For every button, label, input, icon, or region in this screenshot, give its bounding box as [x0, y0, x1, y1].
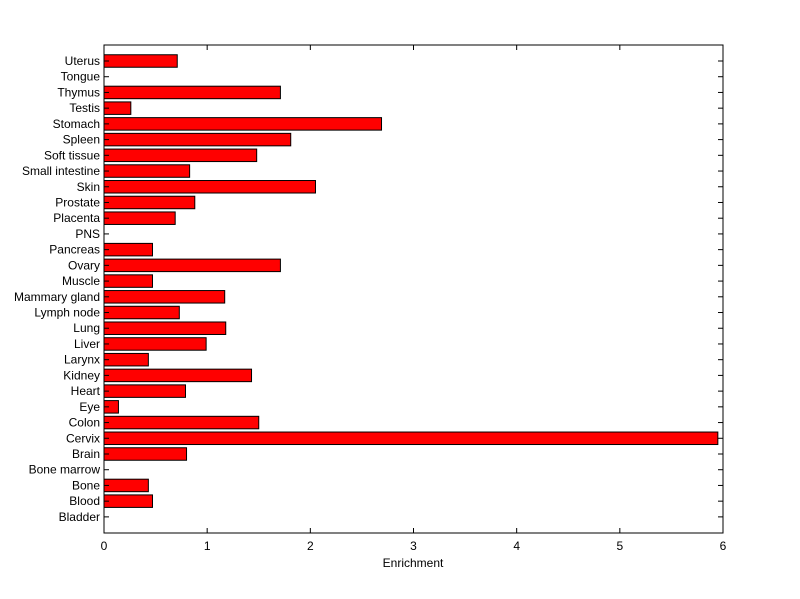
bar-lung	[103, 321, 227, 335]
y-tick-label: Ovary	[68, 258, 100, 272]
bar-thymus	[103, 85, 281, 100]
x-tick-label: 4	[513, 539, 520, 553]
y-tick-label: Soft tissue	[44, 148, 100, 162]
y-tick-label: Cervix	[66, 431, 100, 445]
y-tick-label: Heart	[71, 384, 101, 398]
y-tick-label: Lymph node	[34, 306, 100, 320]
y-tick-label: Bladder	[59, 510, 100, 524]
bar-bone	[103, 478, 149, 493]
bar-brain	[103, 447, 188, 461]
bar-muscle	[103, 274, 153, 288]
bar-soft-tissue	[103, 148, 258, 163]
bar-uterus	[103, 54, 178, 68]
y-tick-label: Bone	[72, 478, 100, 492]
y-tick-label: Testis	[69, 101, 100, 115]
y-tick-label: Tongue	[61, 70, 101, 84]
bar-mammary-gland	[103, 290, 226, 304]
bar-kidney	[103, 368, 253, 383]
y-tick-label: Skin	[77, 180, 100, 194]
y-tick-label: Bone marrow	[29, 463, 101, 477]
x-axis-title: Enrichment	[383, 556, 444, 570]
bar-stomach	[103, 117, 383, 131]
bar-pancreas	[103, 242, 153, 257]
x-tick-label: 6	[720, 539, 727, 553]
y-tick-label: Placenta	[53, 211, 100, 225]
plot-area-frame	[103, 44, 724, 534]
bar-prostate	[103, 195, 196, 210]
bar-spleen	[103, 132, 292, 147]
y-tick-label: Liver	[74, 337, 100, 351]
x-tick-label: 3	[410, 539, 417, 553]
y-tick-label: Stomach	[53, 117, 100, 131]
y-tick-label: Colon	[69, 416, 100, 430]
y-tick-label: Brain	[72, 447, 100, 461]
y-tick-label: Prostate	[55, 195, 100, 209]
bar-skin	[103, 180, 316, 194]
y-tick-label: Uterus	[65, 54, 100, 68]
bar-placenta	[103, 211, 176, 225]
bar-blood	[103, 494, 153, 508]
y-tick-label: PNS	[75, 227, 100, 241]
y-tick-label: Muscle	[62, 274, 100, 288]
bar-colon	[103, 415, 260, 430]
y-tick-label: Eye	[79, 400, 100, 414]
bar-cervix	[103, 431, 719, 446]
y-tick-label: Mammary gland	[14, 290, 100, 304]
x-tick-label: 1	[204, 539, 211, 553]
y-tick-label: Pancreas	[49, 243, 100, 257]
y-tick-label: Small intestine	[22, 164, 100, 178]
bar-small-intestine	[103, 164, 191, 178]
bar-heart	[103, 384, 187, 398]
bar-ovary	[103, 258, 281, 273]
bars-layer	[103, 54, 719, 508]
y-tick-label: Thymus	[57, 85, 100, 99]
y-tick-label: Larynx	[64, 353, 100, 367]
y-tick-label: Kidney	[63, 368, 100, 382]
x-ticks-layer: 0 1 2 3 4 5 6	[101, 45, 727, 553]
y-tick-label: Spleen	[63, 133, 100, 147]
x-tick-label: 5	[616, 539, 623, 553]
y-tick-label: Lung	[73, 321, 100, 335]
y-tick-label: Blood	[69, 494, 100, 508]
x-tick-label: 2	[307, 539, 314, 553]
bar-liver	[103, 337, 207, 351]
x-tick-label: 0	[101, 539, 108, 553]
bar-larynx	[103, 352, 149, 367]
bar-lymph-node	[103, 305, 180, 320]
